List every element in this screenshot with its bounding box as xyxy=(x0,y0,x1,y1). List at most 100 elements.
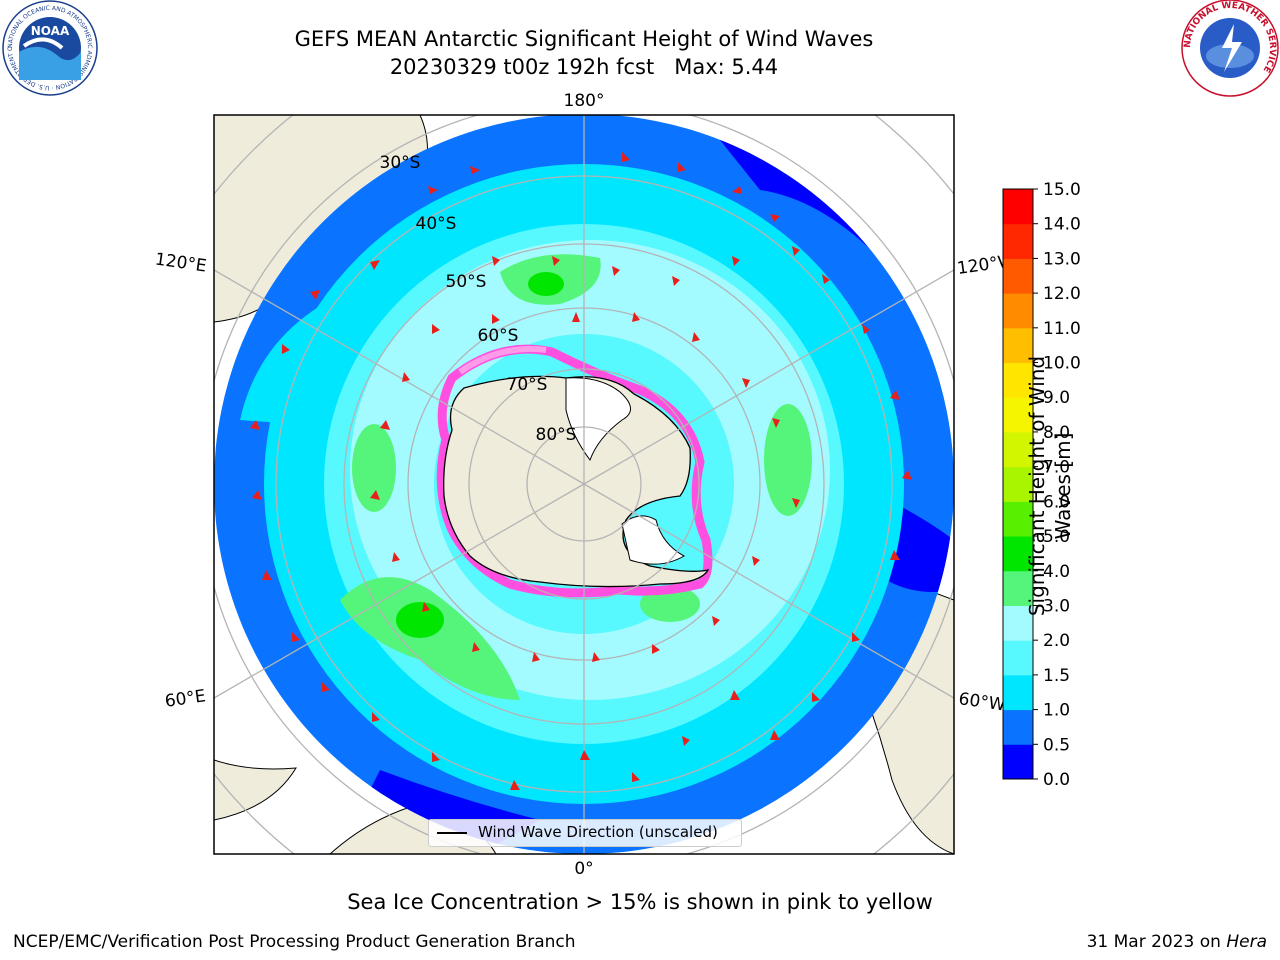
noaa-logo: NATIONAL OCEANIC AND ATMOSPHERIC ADMINIS… xyxy=(0,0,98,96)
wind-arrow xyxy=(402,372,410,382)
colorbar-swatch xyxy=(1003,258,1033,294)
colorbar-label: Significant Height of Wind Waves [m] xyxy=(1025,355,1075,617)
colorbar-swatch xyxy=(1003,189,1033,225)
wind-arrow xyxy=(770,730,780,740)
colorbar-swatch xyxy=(1003,466,1033,502)
wind-arrow xyxy=(250,420,260,430)
sea-ice-edge xyxy=(436,344,713,598)
colorbar-tick-label: 4.0 xyxy=(1043,562,1070,582)
lat-label-30s: 30°S xyxy=(380,153,421,173)
wind-arrow xyxy=(532,652,540,662)
colorbar-swatch xyxy=(1003,744,1033,780)
lat-label-60s: 60°S xyxy=(478,326,519,346)
polar-map-figure: NATIONAL OCEANIC AND ATMOSPHERIC ADMINIS… xyxy=(0,0,1279,879)
lat-label-50s: 50°S xyxy=(446,272,487,292)
wind-arrow xyxy=(742,378,750,388)
colorbar-swatch xyxy=(1003,501,1033,537)
colorbar-tick-label: 3.0 xyxy=(1043,596,1070,616)
colorbar-tick-label: 2.0 xyxy=(1043,631,1070,651)
wind-arrow xyxy=(862,324,870,334)
colorbar-swatch xyxy=(1003,570,1033,606)
wind-arrow xyxy=(622,152,630,162)
wind-arrow xyxy=(470,166,480,174)
colorbar-frame xyxy=(1002,188,1034,780)
wind-arrow xyxy=(682,736,690,746)
wind-arrow xyxy=(428,186,438,194)
lat-label-40s: 40°S xyxy=(416,214,457,234)
colorbar-tick-label: 10.0 xyxy=(1043,354,1081,374)
wind-arrow xyxy=(652,644,660,654)
wind-arrows xyxy=(250,152,912,790)
colorbar-tick-label: 13.0 xyxy=(1043,249,1081,269)
wind-arrow xyxy=(752,556,760,566)
wind-arrow xyxy=(890,390,900,400)
wind-arrow xyxy=(422,602,430,612)
wind-arrow xyxy=(792,246,800,256)
lat-label-70s: 70°S xyxy=(507,375,548,395)
colorbar-tick-label: 7.0 xyxy=(1043,458,1070,478)
wind-arrow xyxy=(732,186,742,194)
footer-date: 31 Mar 2023 on Hera xyxy=(1087,932,1267,952)
wind-arrow xyxy=(852,632,860,642)
wind-arrow xyxy=(432,324,440,334)
wind-arrow xyxy=(492,256,500,266)
map-legend: Wind Wave Direction (unscaled) xyxy=(428,819,742,847)
wind-arrow xyxy=(732,256,740,266)
wind-arrow xyxy=(580,750,590,760)
colorbar-tick-label: 0.0 xyxy=(1043,770,1070,790)
lon-label-60w: 60°W xyxy=(957,689,1006,715)
colorbar-swatch xyxy=(1003,640,1033,676)
colorbar-tick-label: 15.0 xyxy=(1043,180,1081,200)
colorbar-swatch xyxy=(1003,431,1033,468)
colorbar-swatch xyxy=(1003,674,1033,711)
wind-arrow xyxy=(372,712,380,722)
wind-arrow xyxy=(712,616,720,626)
colorbar-tick-label: 1.5 xyxy=(1043,666,1070,686)
colorbar-swatch xyxy=(1003,536,1033,572)
wind-arrow xyxy=(432,752,440,762)
wind-arrow xyxy=(392,552,400,562)
colorbar: 0.0 0.5 1.0 1.5 2.0 3.0 4.0 5.0 6.0 7.0 8.0 9.0 10.0… xyxy=(1002,180,1081,790)
wind-arrow xyxy=(472,642,480,652)
legend-line-icon xyxy=(437,832,467,834)
footer-date-text: 31 Mar 2023 on xyxy=(1086,932,1221,952)
wind-arrow xyxy=(322,682,330,692)
wind-arrow xyxy=(730,690,740,700)
nws-logo: NATIONAL WEATHER SERVICE xyxy=(1181,0,1279,97)
wind-arrow xyxy=(552,256,560,266)
wind-arrow xyxy=(370,260,380,270)
colorbar-tick-label: 6.0 xyxy=(1043,492,1070,512)
wind-arrow xyxy=(380,420,390,430)
wind-arrow xyxy=(632,772,640,782)
colorbar-tick-label: 8.0 xyxy=(1043,423,1070,443)
wind-arrow xyxy=(510,780,520,790)
green-patch-indian xyxy=(340,577,520,700)
svg-text:NOAA: NOAA xyxy=(31,24,70,38)
wind-arrow xyxy=(592,652,600,662)
wind-arrow xyxy=(822,274,830,284)
wind-arrow xyxy=(252,490,262,500)
wind-arrow xyxy=(492,314,500,324)
ross-ice-shelf xyxy=(565,377,631,462)
legend-label: Wind Wave Direction (unscaled) xyxy=(478,823,718,841)
wind-arrow xyxy=(310,290,320,300)
lat-label-80s: 80°S xyxy=(536,425,577,445)
footer-credit: NCEP/EMC/Verification Post Processing Pr… xyxy=(13,932,576,952)
colorbar-tick-label: 5.0 xyxy=(1043,527,1070,547)
sea-ice-caption: Sea Ice Concentration > 15% is shown in … xyxy=(347,890,933,914)
colorbar-tick-label: 1.0 xyxy=(1043,701,1070,721)
colorbar-swatch xyxy=(1003,362,1033,398)
colorbar-tick-label: 9.0 xyxy=(1043,388,1070,408)
colorbar-swatch xyxy=(1003,709,1033,745)
wind-arrow xyxy=(678,162,686,172)
colorbar-swatch xyxy=(1003,605,1033,641)
wind-arrow xyxy=(370,490,380,500)
wind-arrow xyxy=(902,470,912,480)
wind-arrow xyxy=(770,214,780,222)
colorbar-tick-label: 11.0 xyxy=(1043,319,1081,339)
graticule xyxy=(214,115,954,854)
wind-arrow xyxy=(772,418,780,428)
footer-machine: Hera xyxy=(1226,932,1267,952)
colorbar-tick-label: 14.0 xyxy=(1043,215,1081,235)
colorbar-tick-label: 0.5 xyxy=(1043,735,1070,755)
